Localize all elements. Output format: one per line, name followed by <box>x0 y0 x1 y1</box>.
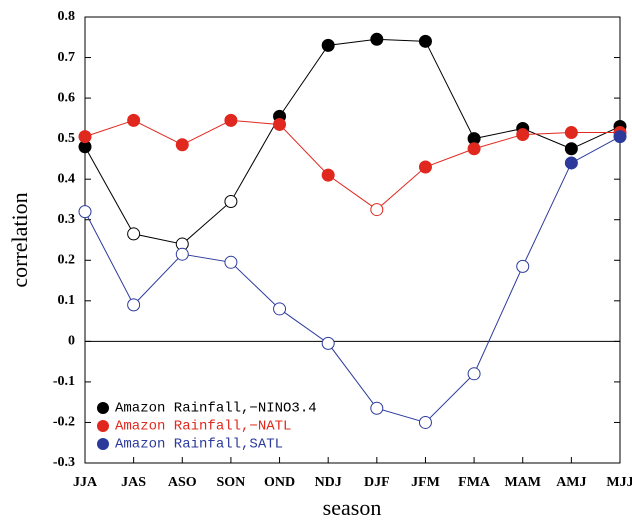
data-point <box>78 205 92 219</box>
data-point <box>273 302 287 316</box>
data-point <box>370 401 384 415</box>
series-line <box>84 136 621 424</box>
y-tick-label: 0.3 <box>58 212 76 227</box>
data-point <box>224 255 238 269</box>
data-point <box>516 259 530 273</box>
y-tick-label: 0.5 <box>58 131 76 146</box>
data-point <box>370 32 384 46</box>
data-point <box>321 168 335 182</box>
data-point <box>613 130 627 144</box>
y-tick-label: 0.4 <box>58 171 76 186</box>
x-tick-label: SON <box>217 475 246 490</box>
data-point <box>418 415 432 429</box>
data-point <box>224 113 238 127</box>
x-axis-title: season <box>323 495 382 520</box>
data-point <box>321 336 335 350</box>
data-point <box>467 367 481 381</box>
data-point <box>467 142 481 156</box>
y-tick-label: 0.6 <box>58 90 76 105</box>
x-tick-label: NDJ <box>315 475 342 490</box>
x-tick-label: OND <box>264 475 295 490</box>
legend-marker <box>97 438 109 450</box>
legend-label: Amazon Rainfall,−NINO3.4 <box>115 401 317 417</box>
series-line <box>84 119 620 211</box>
data-point <box>224 194 238 208</box>
plot-frame <box>84 16 621 464</box>
data-point <box>516 128 530 142</box>
y-tick-label: 0.2 <box>58 252 76 267</box>
y-tick-label: -0.3 <box>53 455 75 470</box>
x-tick-label: AMJ <box>556 475 586 490</box>
x-tick-label: MAM <box>504 475 541 490</box>
series-line <box>84 38 621 245</box>
data-point <box>78 130 92 144</box>
legend-label: Amazon Rainfall,SATL <box>115 437 283 453</box>
data-point <box>175 138 189 152</box>
x-tick-label: ASO <box>168 475 197 490</box>
x-tick-label: JFM <box>411 475 440 490</box>
x-tick-label: JAS <box>121 475 146 490</box>
data-point <box>418 160 432 174</box>
data-point <box>127 227 141 241</box>
x-tick-label: FMA <box>458 475 491 490</box>
y-tick-label: 0.8 <box>58 9 76 24</box>
y-tick-label: 0 <box>68 334 75 349</box>
x-tick-label: DJF <box>364 475 390 490</box>
data-point <box>321 38 335 52</box>
data-point <box>564 156 578 170</box>
data-point <box>127 113 141 127</box>
data-point <box>564 142 578 156</box>
y-tick-label: -0.2 <box>53 415 75 430</box>
legend-marker <box>97 420 109 432</box>
legend-label: Amazon Rainfall,−NATL <box>115 419 291 435</box>
data-point <box>175 247 189 261</box>
data-point <box>127 298 141 312</box>
legend-marker <box>97 402 109 414</box>
data-point <box>418 34 432 48</box>
x-tick-label: MJJ <box>606 475 632 490</box>
data-point <box>370 203 384 217</box>
x-tick-label: JJA <box>73 475 98 490</box>
data-point <box>273 117 287 131</box>
y-tick-label: -0.1 <box>53 374 75 389</box>
data-point <box>564 126 578 140</box>
y-tick-label: 0.1 <box>58 293 76 308</box>
y-axis-title: correlation <box>7 192 32 287</box>
y-tick-label: 0.7 <box>58 50 76 65</box>
